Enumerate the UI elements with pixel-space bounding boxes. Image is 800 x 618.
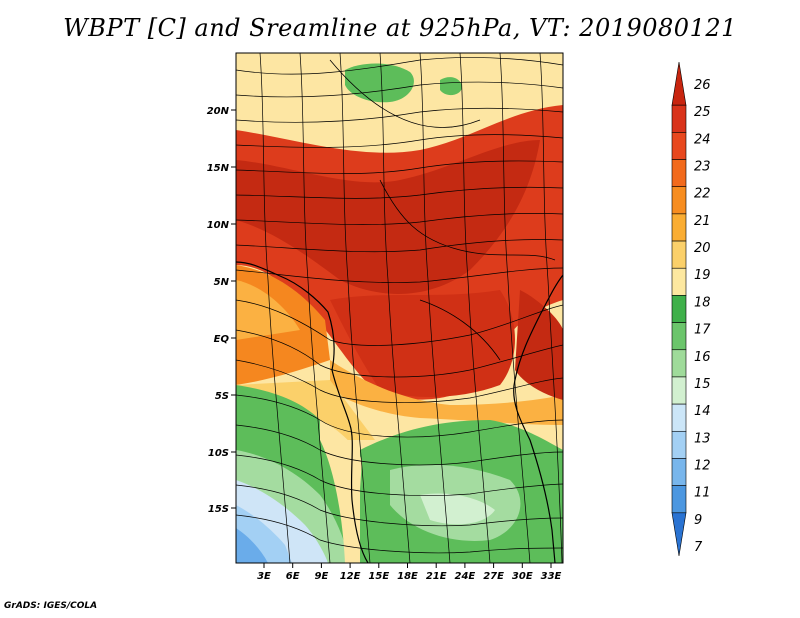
colorbar-label: 24 <box>694 132 711 147</box>
colorbar-swatch <box>671 512 687 557</box>
colorbar-label: 11 <box>694 486 711 501</box>
colorbar-label: 13 <box>694 431 711 446</box>
colorbar-label: 12 <box>694 458 711 473</box>
colorbar-swatch <box>671 376 687 405</box>
colorbar-swatch <box>671 485 687 514</box>
lon-label: 3E <box>257 571 271 582</box>
wbpt-shading <box>236 53 563 563</box>
colorbar-swatch <box>671 458 687 486</box>
colorbar-label: 18 <box>694 295 711 310</box>
streamlines <box>236 53 563 563</box>
colorbar-label: 17 <box>694 323 711 338</box>
colorbar-swatch <box>671 403 687 432</box>
shade-blue <box>236 528 268 563</box>
colorbar-swatch <box>671 240 687 269</box>
lon-label: 9E <box>315 571 329 582</box>
lon-label: 33E <box>541 571 562 582</box>
lon-label: 18E <box>397 571 418 582</box>
chart-title: WBPT [C] and Sreamline at 925hPa, VT: 20… <box>63 14 737 42</box>
map-frame <box>235 52 564 564</box>
longitude-axis: 3E 6E 9E 12E 15E 18E 21E 24E 27E 30E 33E <box>257 563 562 582</box>
colorbar-label: 14 <box>694 404 711 419</box>
lon-label: 24E <box>455 571 476 582</box>
colorbar-swatch <box>671 132 687 160</box>
lat-label: 10S <box>208 448 229 459</box>
lat-label: 15S <box>208 504 229 515</box>
shade-north <box>236 53 563 150</box>
africa-west-coast <box>236 261 369 563</box>
africa-east-coast <box>513 274 563 563</box>
lat-label: 10N <box>207 220 230 231</box>
colorbar-swatch <box>671 349 687 378</box>
colorbar-label: 20 <box>694 241 711 256</box>
colorbar-swatch <box>671 159 687 188</box>
colorbar-label: 23 <box>694 160 711 175</box>
colorbar: 26 25 24 23 22 21 20 19 18 17 16 15 14 13 12 11 9 7 <box>671 61 711 557</box>
colorbar-label: 7 <box>694 540 703 555</box>
colorbar-swatch <box>671 213 687 242</box>
colorbar-label: 9 <box>694 513 702 528</box>
colorbar-swatch <box>671 267 687 296</box>
lon-label: 21E <box>426 571 447 582</box>
colorbar-label: 22 <box>694 187 711 202</box>
colorbar-label: 15 <box>694 377 711 392</box>
colorbar-swatch <box>671 104 687 133</box>
lon-label: 6E <box>286 571 300 582</box>
coastlines <box>236 59 563 563</box>
colorbar-label: 16 <box>694 350 711 365</box>
colorbar-swatch <box>671 61 687 106</box>
lat-label: 5S <box>215 391 229 402</box>
colorbar-swatch <box>671 322 687 351</box>
latitude-axis: 20N 15N 10N 5N EQ 5S 10S 15S <box>207 106 236 515</box>
shade-south-orange <box>330 360 563 425</box>
lon-label: 27E <box>483 571 504 582</box>
lat-label: 15N <box>207 163 230 174</box>
lon-label: 30E <box>512 571 533 582</box>
lat-label: 20N <box>207 106 230 117</box>
colorbar-swatch <box>671 186 687 215</box>
colorbar-swatch <box>671 295 687 323</box>
colorbar-label: 26 <box>694 78 711 93</box>
grads-credit: GrADS: IGES/COLA <box>4 601 98 611</box>
colorbar-label: 19 <box>694 268 711 283</box>
lat-label: 5N <box>214 277 230 288</box>
lon-label: 12E <box>340 571 361 582</box>
colorbar-swatch <box>671 430 687 459</box>
colorbar-label: 25 <box>694 105 711 120</box>
lat-label: EQ <box>214 334 230 345</box>
lon-label: 15E <box>368 571 389 582</box>
colorbar-label: 21 <box>694 214 711 229</box>
